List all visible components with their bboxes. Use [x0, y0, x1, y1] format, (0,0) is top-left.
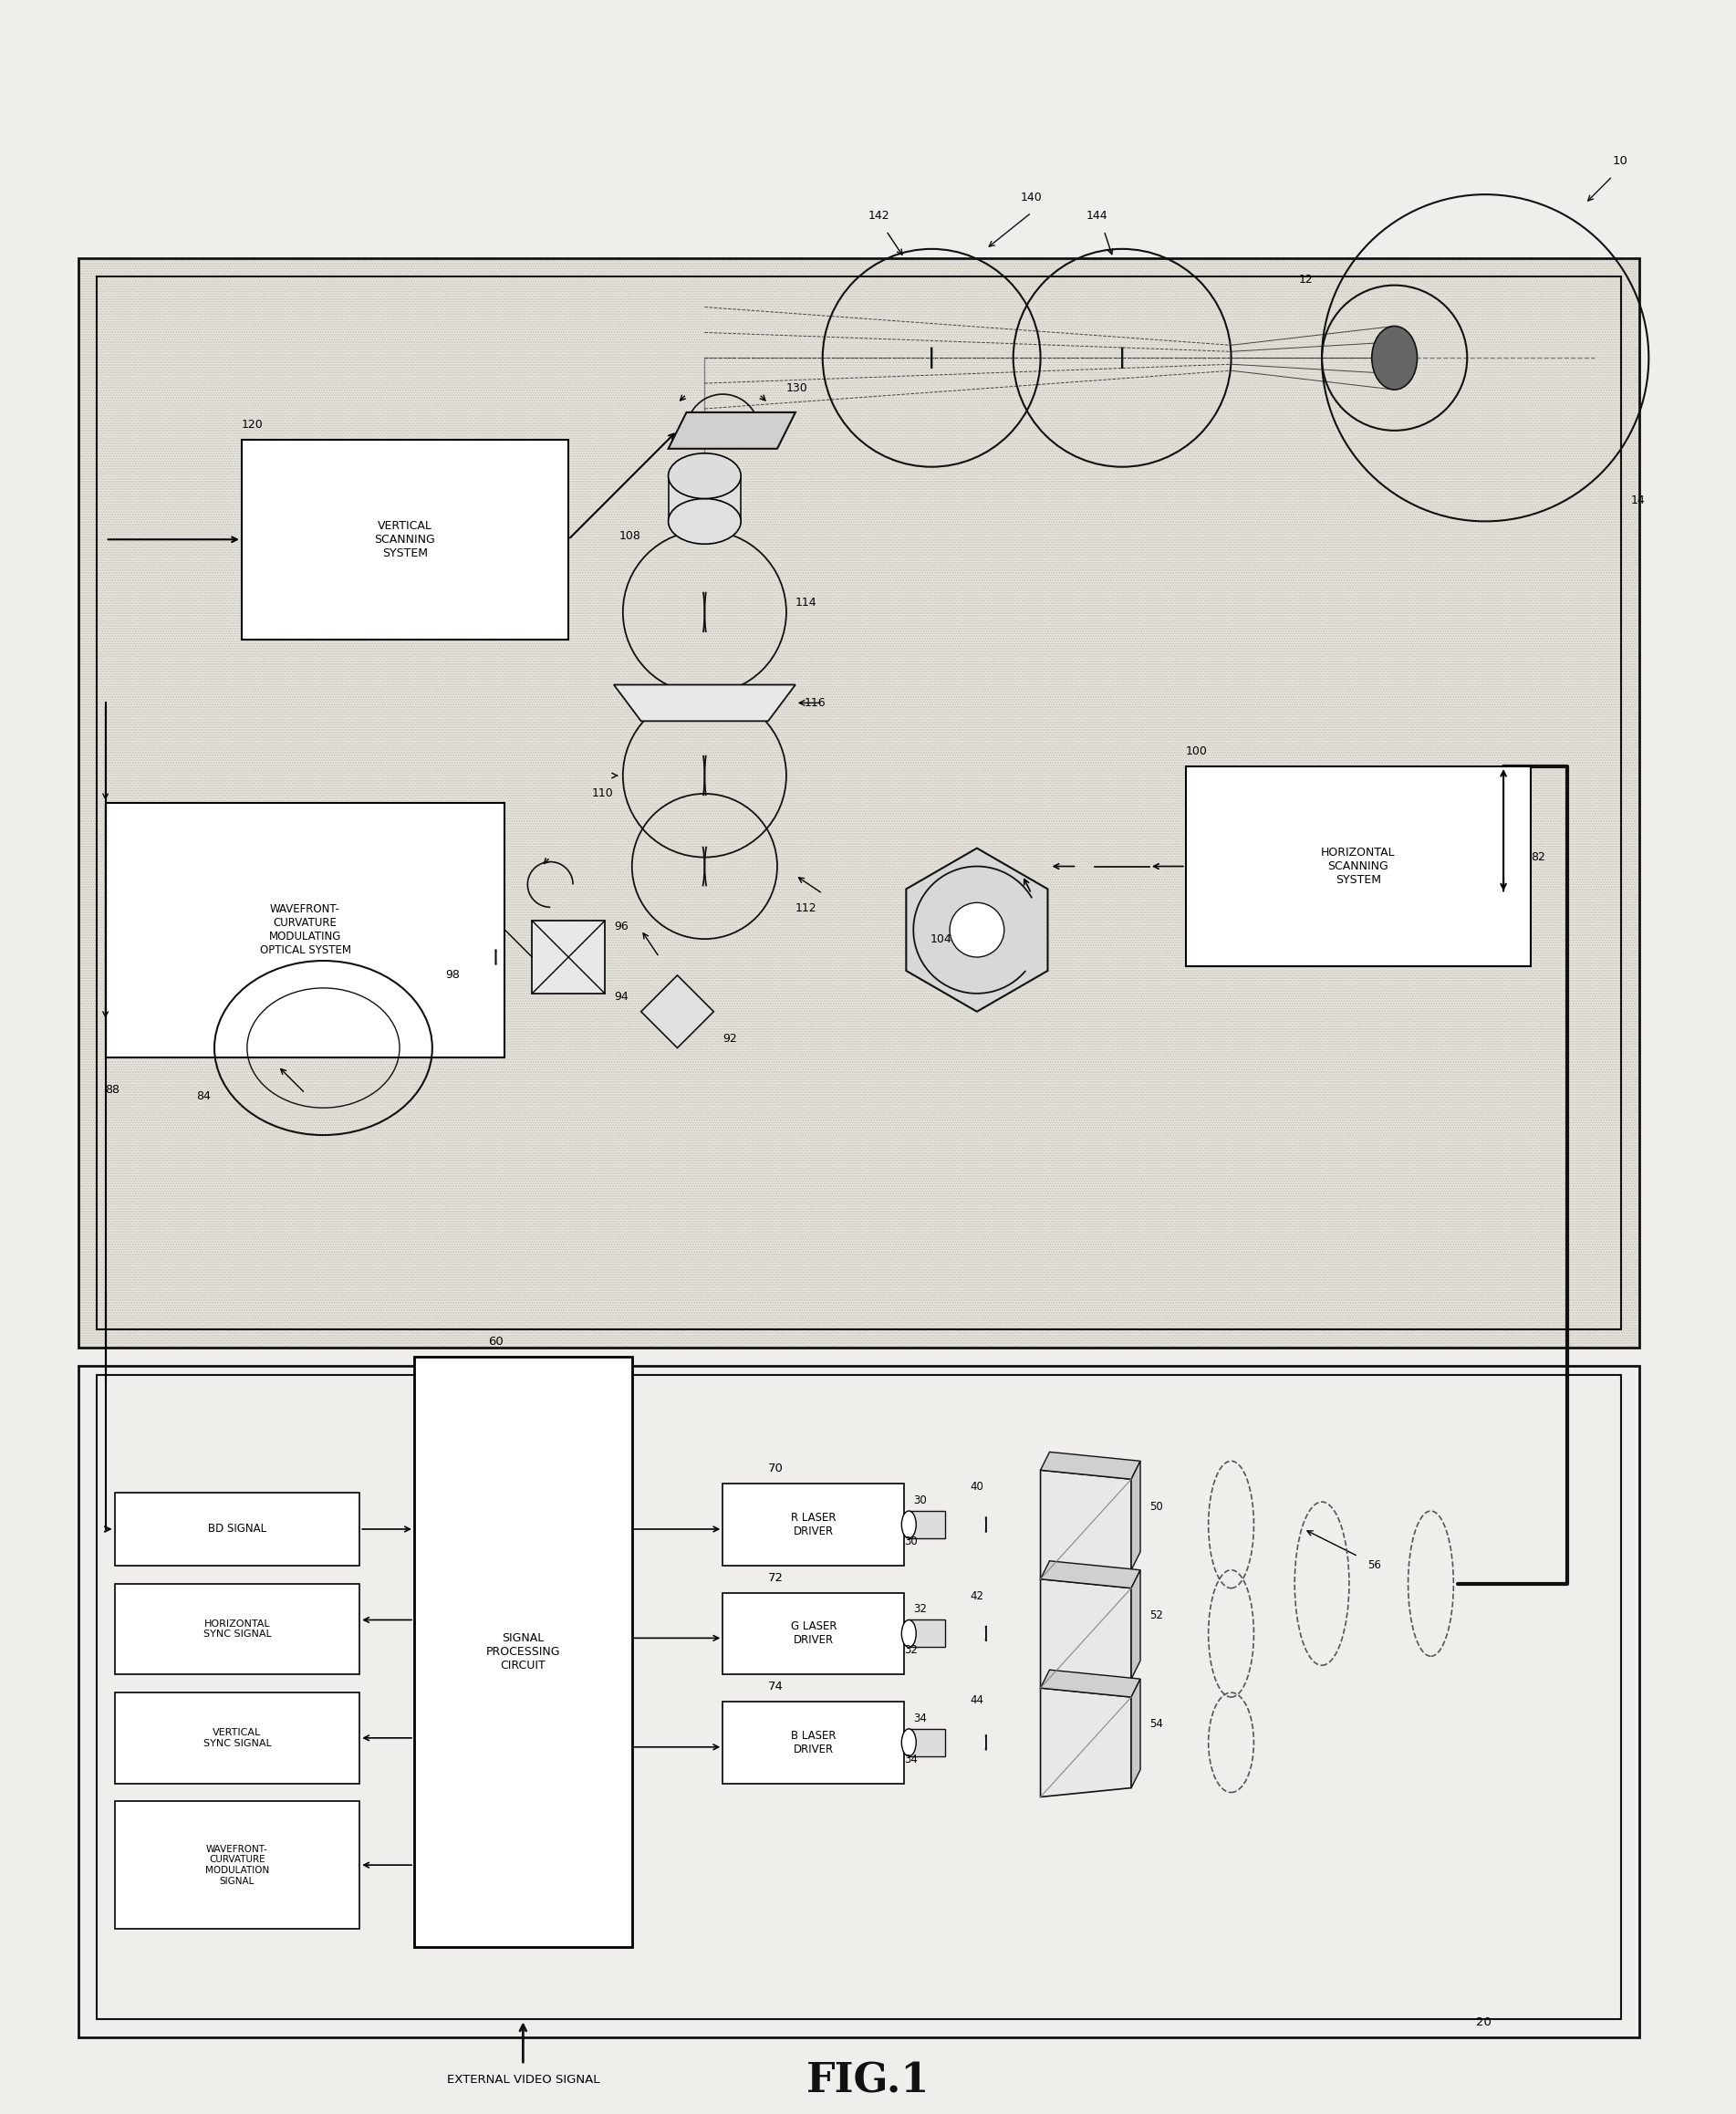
Ellipse shape	[901, 1512, 917, 1539]
Polygon shape	[1040, 1687, 1132, 1797]
FancyBboxPatch shape	[115, 1693, 359, 1784]
Ellipse shape	[901, 1619, 917, 1647]
Text: 116: 116	[804, 698, 826, 708]
Polygon shape	[1132, 1461, 1141, 1571]
Text: 84: 84	[196, 1091, 210, 1101]
Text: 10: 10	[1613, 154, 1628, 167]
Text: 114: 114	[795, 596, 818, 609]
Text: 94: 94	[615, 991, 628, 1002]
Text: 32: 32	[904, 1645, 918, 1655]
FancyBboxPatch shape	[415, 1357, 632, 1947]
Text: WAVEFRONT-
CURVATURE
MODULATING
OPTICAL SYSTEM: WAVEFRONT- CURVATURE MODULATING OPTICAL …	[260, 903, 351, 956]
Ellipse shape	[901, 1729, 917, 1757]
Text: 88: 88	[106, 1084, 120, 1095]
Text: VERTICAL
SYNC SIGNAL: VERTICAL SYNC SIGNAL	[203, 1727, 271, 1748]
Text: 12: 12	[1299, 273, 1312, 285]
Bar	[668, 476, 741, 522]
FancyBboxPatch shape	[106, 803, 505, 1057]
Text: 56: 56	[1368, 1560, 1380, 1571]
Text: 52: 52	[1149, 1609, 1163, 1621]
Polygon shape	[1040, 1560, 1141, 1588]
Text: BD SIGNAL: BD SIGNAL	[208, 1524, 266, 1535]
Polygon shape	[1040, 1469, 1132, 1579]
Text: HORIZONTAL
SCANNING
SYSTEM: HORIZONTAL SCANNING SYSTEM	[1321, 848, 1396, 886]
FancyBboxPatch shape	[115, 1583, 359, 1674]
Polygon shape	[1132, 1571, 1141, 1679]
Polygon shape	[1040, 1579, 1132, 1687]
Text: 142: 142	[868, 209, 889, 222]
Text: G LASER
DRIVER: G LASER DRIVER	[790, 1621, 837, 1647]
Text: 72: 72	[767, 1571, 783, 1583]
FancyBboxPatch shape	[115, 1801, 359, 1928]
Text: 100: 100	[1186, 746, 1208, 757]
FancyBboxPatch shape	[722, 1592, 904, 1674]
Text: EXTERNAL VIDEO SIGNAL: EXTERNAL VIDEO SIGNAL	[446, 2074, 599, 2087]
Text: 96: 96	[615, 922, 628, 932]
Bar	[910, 1729, 944, 1757]
Text: WAVEFRONT-
CURVATURE
MODULATION
SIGNAL: WAVEFRONT- CURVATURE MODULATION SIGNAL	[205, 1846, 269, 1886]
Text: SIGNAL
PROCESSING
CIRCUIT: SIGNAL PROCESSING CIRCUIT	[486, 1632, 561, 1672]
Text: 82: 82	[1531, 852, 1545, 863]
FancyBboxPatch shape	[533, 922, 604, 994]
Ellipse shape	[1371, 326, 1417, 389]
Text: 32: 32	[913, 1605, 927, 1615]
FancyBboxPatch shape	[78, 1366, 1639, 2038]
Text: 50: 50	[1149, 1501, 1163, 1512]
Text: 144: 144	[1087, 209, 1108, 222]
Text: FIG.1: FIG.1	[806, 2061, 930, 2101]
Text: 140: 140	[1021, 192, 1042, 203]
Text: 34: 34	[904, 1753, 918, 1765]
Text: R LASER
DRIVER: R LASER DRIVER	[792, 1512, 837, 1537]
Text: 110: 110	[592, 789, 615, 799]
Text: 42: 42	[970, 1590, 984, 1602]
Bar	[910, 1619, 944, 1647]
Circle shape	[950, 903, 1003, 958]
Polygon shape	[615, 685, 795, 721]
Text: 40: 40	[970, 1482, 984, 1492]
Text: 30: 30	[913, 1495, 927, 1507]
Text: 112: 112	[795, 903, 818, 915]
FancyBboxPatch shape	[78, 258, 1639, 1347]
FancyBboxPatch shape	[722, 1702, 904, 1784]
Text: 98: 98	[444, 970, 460, 981]
Text: 74: 74	[767, 1681, 783, 1693]
FancyBboxPatch shape	[241, 440, 568, 638]
Text: 70: 70	[767, 1463, 783, 1476]
Polygon shape	[1132, 1679, 1141, 1788]
Polygon shape	[668, 412, 795, 448]
Polygon shape	[641, 975, 713, 1049]
Text: 92: 92	[722, 1034, 738, 1044]
Text: HORIZONTAL
SYNC SIGNAL: HORIZONTAL SYNC SIGNAL	[203, 1619, 271, 1638]
Text: 60: 60	[488, 1336, 503, 1347]
Polygon shape	[906, 848, 1049, 1013]
Text: VERTICAL
SCANNING
SYSTEM: VERTICAL SCANNING SYSTEM	[375, 520, 436, 558]
FancyBboxPatch shape	[115, 1492, 359, 1566]
Ellipse shape	[668, 499, 741, 543]
Text: 54: 54	[1149, 1719, 1163, 1729]
FancyBboxPatch shape	[1186, 767, 1531, 966]
Text: 30: 30	[904, 1535, 918, 1547]
Text: 104: 104	[930, 932, 951, 945]
Text: 14: 14	[1630, 495, 1646, 505]
Bar	[910, 1512, 944, 1539]
Text: 120: 120	[241, 419, 264, 431]
Polygon shape	[1040, 1670, 1141, 1698]
Text: 108: 108	[620, 531, 641, 543]
Polygon shape	[1040, 1452, 1141, 1480]
FancyBboxPatch shape	[722, 1484, 904, 1566]
Text: 130: 130	[786, 383, 807, 393]
Text: 34: 34	[913, 1712, 927, 1725]
Ellipse shape	[668, 452, 741, 499]
Text: B LASER
DRIVER: B LASER DRIVER	[792, 1729, 837, 1755]
Text: 44: 44	[970, 1693, 984, 1706]
Text: 20: 20	[1476, 2017, 1491, 2029]
